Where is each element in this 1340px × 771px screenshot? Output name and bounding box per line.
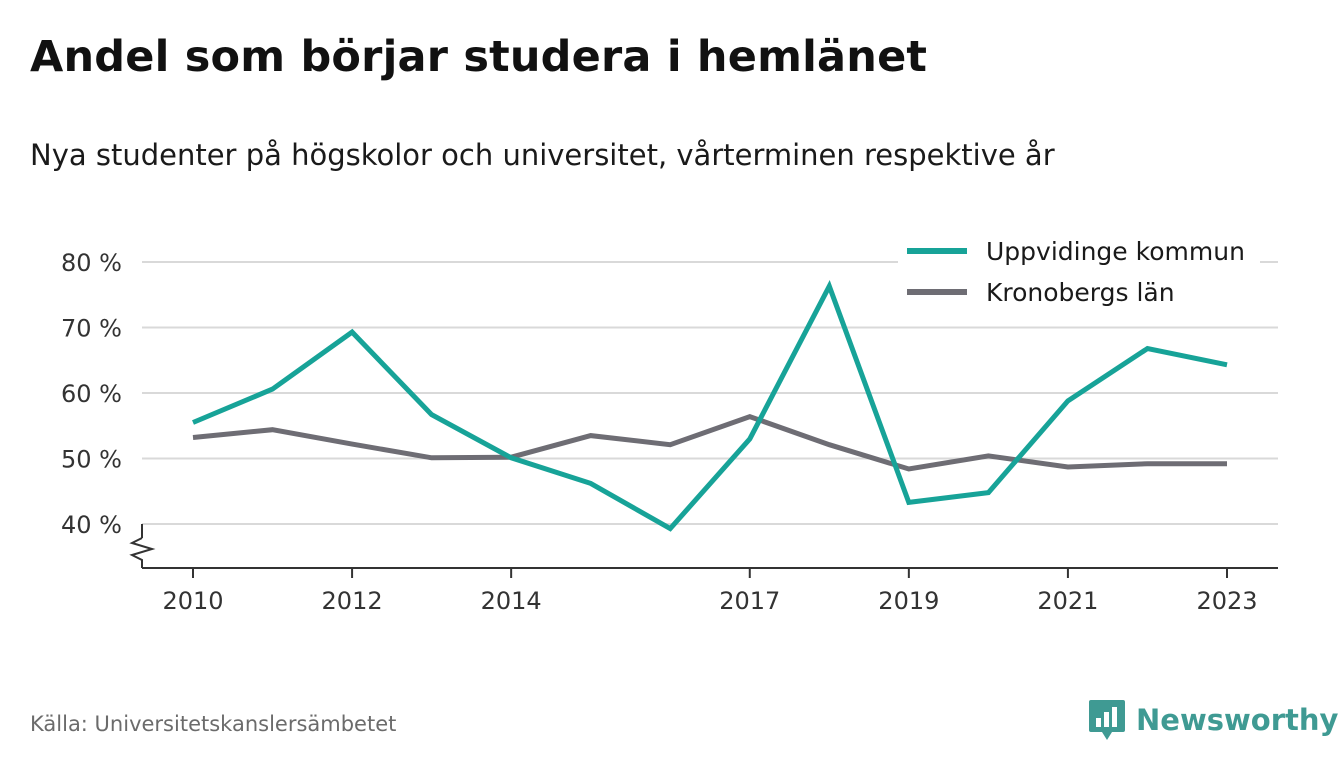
chart-subtitle: Nya studenter på högskolor och universit… — [30, 138, 1055, 172]
x-tick-label: 2017 — [719, 587, 780, 615]
legend-label: Uppvidinge kommun — [986, 237, 1245, 266]
x-tick-label: 2014 — [481, 587, 542, 615]
chart-title: Andel som börjar studera i hemlänet — [30, 32, 928, 82]
legend-label: Kronobergs län — [986, 278, 1175, 307]
newsworthy-logo-icon — [1089, 700, 1125, 740]
x-tick-label: 2023 — [1196, 587, 1257, 615]
brand-logo[interactable]: Newsworthy — [1088, 698, 1338, 742]
x-tick-label: 2019 — [878, 587, 939, 615]
brand-name: Newsworthy — [1136, 703, 1339, 737]
x-tick-label: 2021 — [1037, 587, 1098, 615]
y-tick-label: 60 % — [61, 380, 122, 408]
line-chart: 40 % 50 % 60 % 70 % 80 % 2010 2012 2014 2017 2019… — [61, 237, 1278, 615]
source-note: Källa: Universitetskanslersämbetet — [30, 712, 397, 736]
x-tick-label: 2012 — [322, 587, 383, 615]
series-line-uppvidinge — [192, 280, 1228, 532]
y-tick-label: 50 % — [61, 446, 122, 474]
y-tick-label: 70 % — [61, 315, 122, 343]
x-tick-label: 2010 — [162, 587, 223, 615]
y-tick-label: 40 % — [61, 511, 122, 539]
axis-break-icon — [129, 537, 156, 568]
series-line-kronoberg — [192, 413, 1227, 472]
y-tick-label: 80 % — [61, 249, 122, 277]
